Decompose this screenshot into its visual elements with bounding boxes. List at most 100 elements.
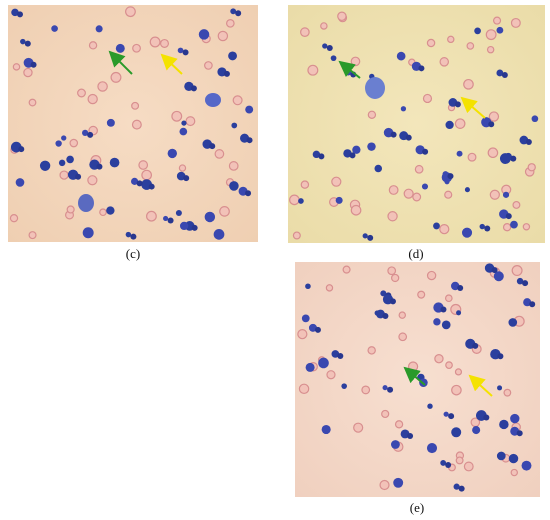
stained-cell — [499, 153, 511, 164]
stained-cell — [525, 139, 532, 146]
stained-cell — [440, 306, 447, 313]
red-cell — [463, 78, 474, 90]
red-cell — [527, 163, 536, 172]
stained-cell — [66, 155, 74, 164]
stained-cell — [380, 290, 387, 297]
stained-cell — [472, 426, 481, 435]
stained-cell — [130, 233, 137, 240]
stained-cell — [505, 213, 512, 220]
red-cell — [331, 176, 342, 187]
stained-cell — [20, 38, 26, 45]
red-cell — [422, 93, 433, 104]
panel-c — [8, 5, 258, 242]
stained-cell — [433, 318, 441, 326]
stained-cell — [136, 180, 143, 187]
red-cell — [414, 164, 424, 174]
stained-cell — [106, 206, 115, 215]
stained-cell — [451, 427, 462, 438]
micrograph — [288, 5, 545, 243]
stained-cell — [445, 461, 452, 468]
stained-cell — [331, 350, 340, 358]
red-cell — [289, 194, 300, 206]
stained-cell — [58, 159, 66, 167]
stained-cell — [109, 157, 120, 168]
stained-cell — [456, 150, 463, 157]
stained-cell — [61, 135, 67, 141]
stained-cell — [445, 120, 454, 130]
stained-cell — [382, 385, 388, 391]
stained-cell — [454, 101, 461, 108]
red-cell — [488, 111, 500, 122]
stained-cell — [305, 362, 315, 372]
red-cell — [171, 110, 183, 122]
red-cell — [325, 284, 334, 292]
red-cell — [426, 270, 437, 281]
stained-cell — [508, 453, 519, 464]
red-cell — [398, 311, 407, 319]
red-cell — [226, 19, 235, 28]
stained-cell — [106, 118, 115, 127]
stained-cell — [330, 55, 337, 62]
stained-cell — [78, 194, 94, 212]
red-cell — [511, 265, 523, 277]
stained-cell — [521, 460, 532, 471]
red-cell — [298, 383, 310, 395]
stained-cell — [453, 483, 460, 490]
stained-cell — [337, 352, 344, 359]
stained-cell — [335, 196, 343, 204]
red-cell — [510, 17, 521, 28]
stained-cell — [389, 298, 396, 305]
stained-cell — [367, 142, 376, 151]
red-cell — [445, 361, 453, 370]
red-cell — [489, 189, 500, 200]
stained-cell — [352, 145, 361, 154]
stained-cell — [182, 49, 189, 56]
red-cell — [300, 180, 310, 189]
red-cell — [522, 223, 531, 231]
red-cell — [69, 138, 79, 148]
stained-cell — [131, 177, 139, 185]
stained-cell — [305, 283, 311, 290]
stained-cell — [230, 8, 237, 15]
stained-cell — [422, 148, 429, 155]
stained-cell — [321, 424, 331, 435]
stained-cell — [426, 442, 438, 454]
stained-cell — [223, 70, 230, 77]
stained-cell — [382, 313, 389, 320]
stained-cell — [531, 115, 539, 123]
stained-cell — [167, 217, 174, 224]
stained-cell — [472, 342, 479, 349]
stained-cell — [167, 148, 177, 159]
red-cell — [367, 346, 376, 355]
panel-d — [288, 5, 545, 243]
stained-cell — [483, 414, 490, 421]
red-cell — [447, 35, 455, 44]
red-cell — [381, 409, 390, 419]
stained-cell — [96, 163, 103, 170]
arrow — [460, 96, 486, 119]
red-cell — [337, 11, 347, 22]
stained-cell — [87, 131, 94, 138]
stained-cell — [177, 47, 184, 54]
red-cell — [87, 93, 98, 105]
stained-cell — [349, 152, 356, 159]
stained-cell — [529, 301, 536, 308]
stained-cell — [510, 220, 518, 229]
red-cell — [455, 456, 464, 465]
red-cell — [9, 213, 19, 223]
red-cell — [361, 385, 371, 395]
stained-cell — [125, 231, 132, 238]
stained-cell — [374, 164, 383, 173]
stained-cell — [55, 140, 62, 147]
red-cell — [110, 71, 122, 83]
stained-cell — [396, 51, 406, 61]
stained-cell — [245, 190, 252, 197]
red-cell — [502, 223, 512, 232]
arrow — [403, 366, 426, 386]
red-cell — [467, 152, 477, 162]
red-cell — [149, 36, 161, 48]
stained-cell — [508, 318, 518, 327]
stained-cell — [30, 61, 37, 68]
red-cell — [486, 45, 495, 54]
